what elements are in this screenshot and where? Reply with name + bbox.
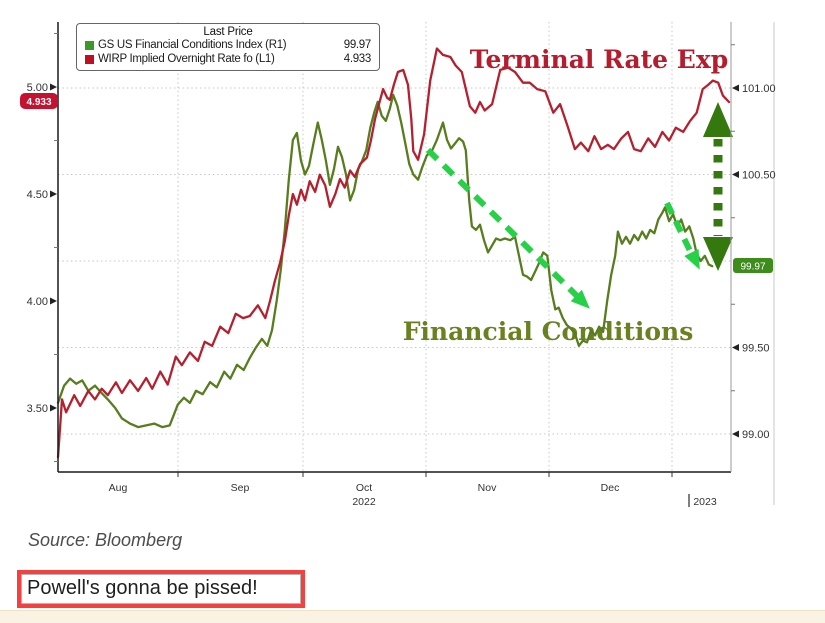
x-axis-month-label: Nov (478, 482, 497, 494)
legend-item-red: WIRP Implied Overnight Rate fo (L1) 4.93… (85, 52, 371, 66)
x-axis-year-label: 2022 (352, 496, 376, 508)
left-axis-tick-label: 4.00 (27, 296, 48, 308)
right-axis-tick-label: 101.00 (742, 83, 776, 95)
x-axis-month-label: Aug (109, 482, 128, 494)
dashed-down-arrow-icon (425, 147, 590, 309)
chart-grid (58, 22, 731, 472)
legend-item-label: GS US Financial Conditions Index (R1) (98, 39, 287, 51)
x-axis-month-label: Dec (601, 482, 620, 494)
left-axis-tick-label: 3.50 (27, 403, 48, 415)
left-axis: 5.00 4.50 4.00 3.50 4.933 (20, 33, 58, 462)
legend: Last Price GS US Financial Conditions In… (76, 23, 380, 71)
left-axis-tick-label: 4.50 (27, 189, 48, 201)
caption-text: Powell's gonna be pissed! (27, 577, 258, 599)
axes (57, 22, 775, 505)
financial-conditions-annotation: Financial Conditions (403, 317, 694, 346)
svg-text:99.97: 99.97 (740, 262, 765, 273)
right-axis-last-price-badge: 99.97 (733, 258, 773, 273)
left-axis-last-price-badge: 4.933 (20, 93, 58, 109)
source-attribution: Source: Bloomberg (28, 530, 183, 550)
right-axis: 101.00 100.50 99.50 99.00 99.97 (731, 44, 776, 441)
terminal-rate-annotation: Terminal Rate Exp (470, 45, 728, 74)
legend-item-value: 4.933 (343, 53, 372, 65)
caption-highlight-box: Powell's gonna be pissed! (17, 570, 305, 608)
x-axis-month-label: Oct (356, 482, 372, 494)
legend-item-green: GS US Financial Conditions Index (R1) 99… (85, 38, 371, 52)
green-series-swatch-icon (85, 40, 94, 50)
price-chart: Terminal Rate Exp Financial Conditions (20, 22, 776, 508)
legend-item-label: WIRP Implied Overnight Rate fo (L1) (98, 53, 275, 65)
red-series-line (56, 47, 731, 459)
x-axis-month-label: Sep (231, 482, 250, 494)
left-axis-tick-label: 5.00 (27, 82, 48, 94)
right-axis-tick-label: 100.50 (742, 170, 776, 182)
x-axis-year-label: 2023 (693, 496, 717, 508)
x-axis: Aug Sep Oct Nov Dec 2022 2023 (109, 472, 717, 508)
legend-title: Last Price (203, 26, 253, 38)
bottom-strip (0, 610, 825, 623)
right-axis-tick-label: 99.50 (742, 343, 770, 355)
right-axis-tick-label: 99.00 (742, 429, 770, 441)
svg-text:4.933: 4.933 (26, 97, 51, 108)
red-series-swatch-icon (85, 54, 94, 64)
dotted-updown-arrow-icon (703, 102, 733, 271)
dashed-down-arrow-small-icon (664, 201, 700, 270)
legend-item-value: 99.97 (343, 39, 372, 51)
